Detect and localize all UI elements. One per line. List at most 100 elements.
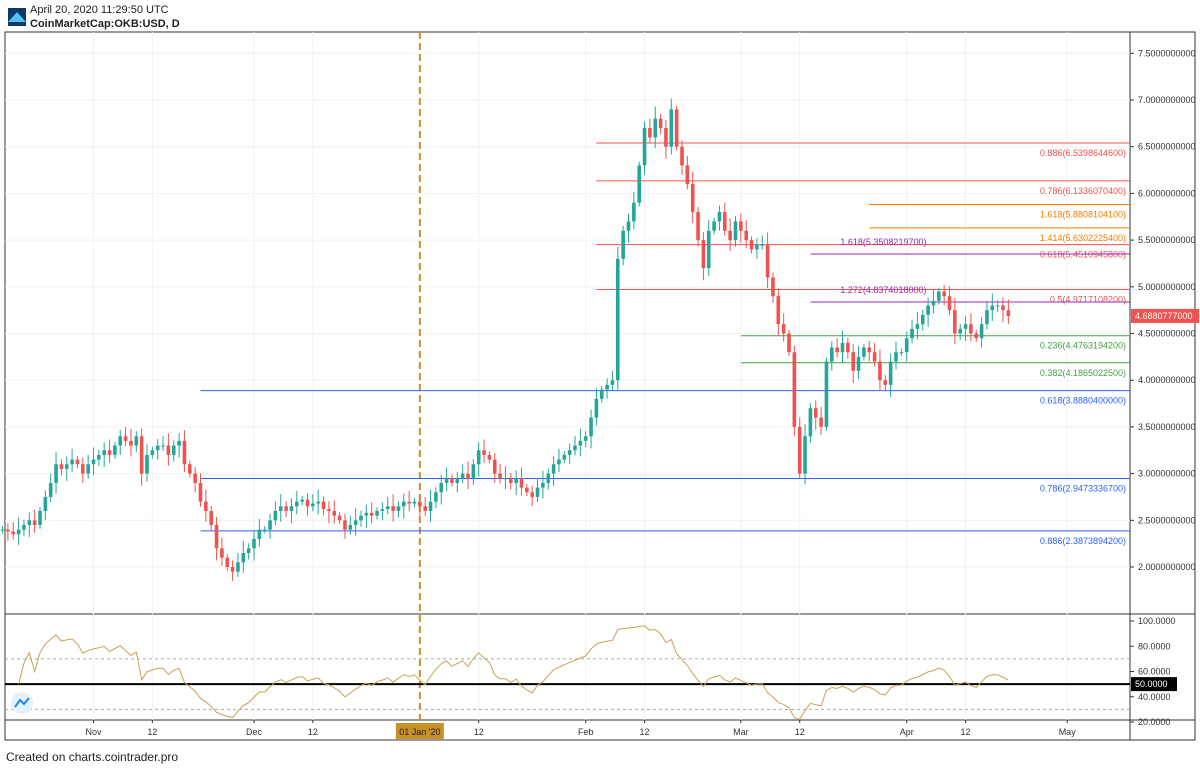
candle — [915, 312, 920, 340]
candle — [969, 313, 973, 342]
candle — [583, 431, 588, 448]
candle — [813, 400, 818, 430]
candle — [241, 540, 246, 574]
candle-body — [781, 324, 786, 334]
candle-body — [899, 352, 904, 354]
candle-body — [6, 529, 10, 532]
candle — [27, 512, 32, 538]
candle-body — [268, 520, 272, 530]
candle-body — [525, 487, 529, 493]
candle — [819, 406, 823, 435]
candle — [59, 459, 64, 476]
candle — [171, 440, 176, 462]
candle — [305, 493, 310, 516]
candle — [353, 508, 358, 536]
fib-level-label: 0.886(2.3873894200) — [1040, 536, 1126, 546]
candle-body — [626, 221, 631, 231]
candle-body — [375, 510, 379, 516]
fib-level-label: 0.382(4.1865022500) — [1040, 368, 1126, 378]
candle-body — [616, 258, 620, 381]
candle — [246, 543, 251, 560]
candle — [990, 293, 995, 321]
candle-body — [797, 426, 802, 474]
candle — [792, 345, 797, 437]
candle-body — [953, 310, 957, 334]
candle-body — [380, 509, 385, 511]
candle-body — [648, 128, 652, 138]
x-tick-label: Feb — [578, 727, 594, 737]
candle-body — [771, 277, 775, 297]
candle-body — [599, 389, 604, 399]
candle-body — [862, 347, 866, 357]
candle-body — [723, 212, 727, 231]
current-price-badge — [1131, 308, 1199, 323]
candle-body — [979, 324, 984, 339]
candle-body — [364, 512, 369, 516]
candle-body — [161, 445, 165, 447]
candle-body — [230, 567, 235, 572]
candle — [755, 238, 759, 259]
candle — [830, 340, 834, 371]
candle-body — [75, 459, 80, 465]
fib-level-label: 1.414(5.6302225400) — [1040, 233, 1126, 243]
rsi-level-label: 50.0000 — [1135, 679, 1168, 689]
x-tick-label: May — [1059, 727, 1077, 737]
candle — [920, 309, 925, 331]
candle — [717, 205, 722, 231]
candle-body — [444, 478, 449, 483]
candle-body — [321, 501, 326, 510]
candle-body — [605, 384, 609, 390]
candle-body — [514, 478, 518, 483]
candle — [428, 489, 433, 522]
candle — [460, 464, 465, 484]
candle — [375, 507, 379, 520]
candle-body — [760, 244, 765, 246]
candle-body — [851, 352, 855, 371]
candle — [134, 431, 139, 453]
candle — [316, 489, 320, 515]
candle-body — [888, 361, 893, 385]
candle-body — [776, 296, 781, 325]
candle — [391, 494, 395, 522]
candle-body — [418, 501, 422, 507]
candle-body — [728, 230, 732, 241]
candle — [273, 501, 278, 526]
candle — [225, 553, 230, 571]
candle — [369, 502, 374, 524]
candle-body — [985, 310, 989, 325]
candle — [348, 515, 353, 535]
candle — [439, 475, 444, 505]
candle — [942, 284, 946, 306]
candle — [803, 424, 807, 485]
candle-body — [621, 230, 625, 259]
candle — [771, 272, 775, 303]
candle — [616, 246, 620, 391]
cointrader-logo-icon — [8, 8, 26, 26]
candle — [418, 495, 422, 516]
candle-body — [450, 478, 454, 483]
y-tick-label: 4.5000000000 — [1138, 329, 1196, 339]
candle — [680, 140, 684, 175]
watermark-glyph — [14, 697, 30, 708]
candle-body — [134, 436, 139, 446]
candle-body — [632, 202, 636, 222]
candle-body — [139, 436, 144, 474]
candle-body — [482, 450, 486, 455]
candle-body — [578, 440, 583, 446]
candle — [599, 385, 604, 403]
candle — [466, 461, 470, 490]
x-tick-label: 12 — [308, 727, 318, 737]
y-tick-label: 5.5000000000 — [1138, 235, 1196, 245]
candle — [648, 118, 652, 143]
candle-body — [808, 408, 813, 437]
candle-body — [439, 482, 444, 493]
candle — [642, 121, 647, 175]
candle-body — [359, 515, 363, 521]
candle — [856, 346, 861, 379]
candle — [760, 235, 765, 250]
candle-body — [81, 464, 85, 474]
candle — [658, 113, 663, 135]
candle-body — [177, 440, 181, 446]
candle — [11, 522, 16, 540]
